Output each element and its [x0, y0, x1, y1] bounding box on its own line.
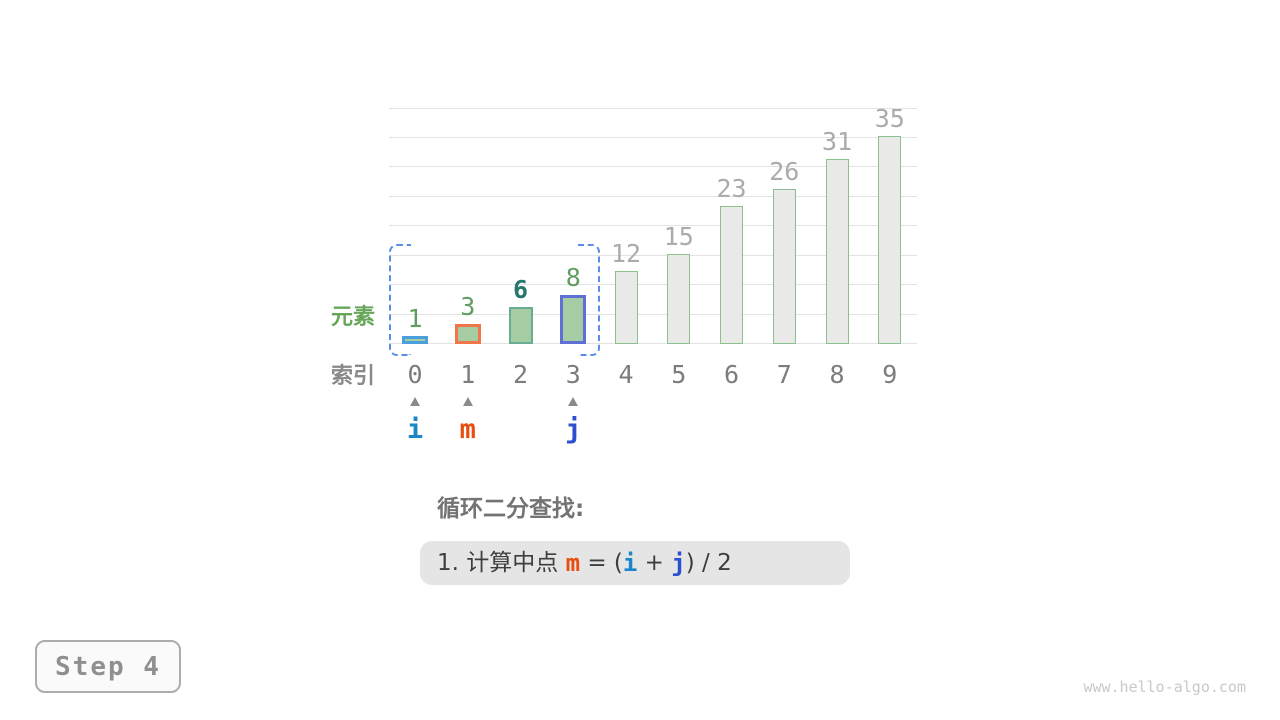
gridline: [389, 343, 917, 344]
gridline: [389, 195, 917, 197]
index-number-0: 0: [407, 360, 423, 389]
bar-index-4: [614, 271, 638, 344]
index-number-9: 9: [882, 360, 898, 389]
gridline: [389, 166, 917, 167]
bar-value-label: 26: [769, 156, 800, 186]
bar-index-7: [772, 188, 796, 344]
formula-box: 1. 计算中点 m = (i + j) / 2: [420, 541, 850, 585]
index-row-label: 索引: [331, 364, 376, 389]
bar-index-1: [454, 324, 481, 344]
step-badge-label: Step 4: [55, 651, 161, 682]
bar-value-label: 15: [663, 221, 694, 251]
formula-segment: 1. 计算中点: [437, 549, 566, 576]
pointer-caret-m: [462, 397, 473, 406]
search-range-bracket-right: [577, 244, 600, 356]
gridline: [389, 108, 917, 109]
bar-index-0: [402, 336, 428, 344]
bar-index-8: [825, 159, 849, 344]
formula-segment: m: [565, 549, 581, 577]
index-number-8: 8: [829, 360, 845, 389]
pointer-caret-i: [410, 397, 420, 406]
bar-value-label: 6: [512, 274, 529, 304]
formula-segment: = (: [580, 549, 623, 576]
bar-value-label: 35: [874, 103, 905, 133]
bar-value-label: 1: [407, 304, 423, 334]
caption-title: 循环二分查找:: [437, 496, 585, 522]
index-number-3: 3: [565, 360, 581, 389]
index-number-6: 6: [723, 360, 740, 389]
gridline: [389, 254, 917, 256]
bar-value-label: 8: [565, 262, 581, 292]
index-number-7: 7: [776, 360, 792, 389]
formula-segment: ) / 2: [685, 549, 732, 576]
bar-value-label: 31: [821, 127, 853, 157]
index-number-5: 5: [671, 360, 687, 389]
gridline: [389, 225, 917, 226]
watermark: www.hello-algo.com: [1083, 678, 1246, 696]
gridline: [389, 313, 917, 315]
formula-segment: i: [622, 549, 638, 577]
bar-value-label: 12: [610, 239, 642, 269]
search-range-bracket-left: [388, 244, 411, 356]
bar-value-label: 3: [460, 292, 476, 322]
bar-value-label: 23: [716, 174, 747, 204]
pointer-caret-j: [568, 397, 579, 406]
bar-index-2: [508, 306, 533, 344]
index-number-2: 2: [512, 360, 529, 389]
formula-segment: +: [637, 549, 672, 576]
step-badge: Step 4: [35, 640, 181, 693]
gridline: [389, 284, 917, 285]
pointer-label-i: i: [406, 414, 424, 445]
gridline: [389, 136, 917, 138]
index-number-4: 4: [618, 360, 634, 389]
formula-segment: j: [671, 549, 686, 577]
bar-index-6: [720, 206, 743, 344]
bar-index-9: [878, 135, 902, 344]
bar-index-5: [667, 253, 691, 344]
bar-index-3: [560, 294, 587, 344]
pointer-label-j: j: [565, 414, 582, 445]
element-row-label: 元素: [331, 305, 376, 330]
pointer-label-m: m: [459, 414, 476, 445]
bar-chart: 1 3 6 8 12 15 23 26 31 35: [389, 103, 917, 344]
index-number-1: 1: [460, 360, 476, 389]
